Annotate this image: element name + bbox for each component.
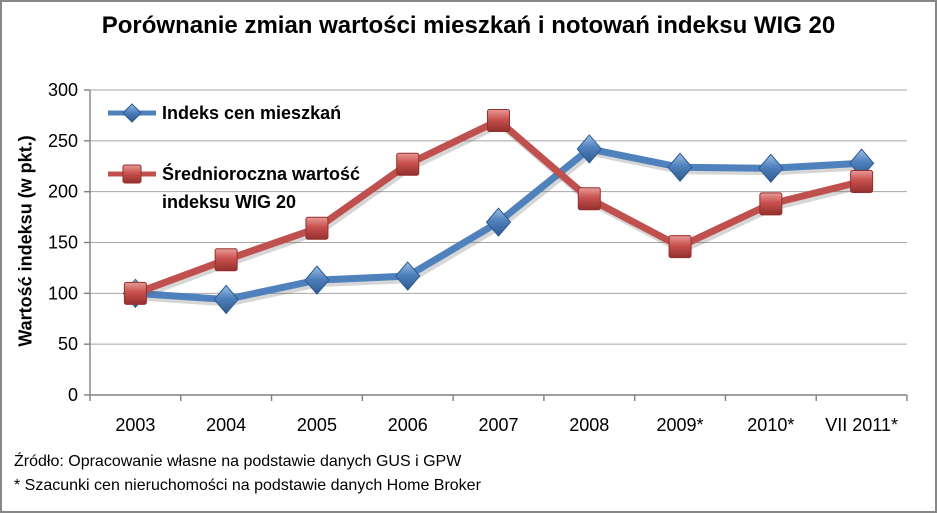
y-tick-label: 150	[48, 233, 78, 253]
y-tick-label: 50	[58, 334, 78, 354]
x-tick-label: 2004	[206, 415, 246, 435]
data-point-square	[123, 281, 147, 305]
y-tick-label: 200	[48, 182, 78, 202]
data-point-square	[850, 170, 874, 193]
legend-entry-indeks-cen-mieszkan: Indeks cen mieszkań	[106, 99, 341, 127]
data-point-square	[214, 248, 238, 272]
y-tick-label: 100	[48, 283, 78, 303]
x-tick-label: 2005	[297, 415, 337, 435]
x-tick-label: 2008	[569, 415, 609, 435]
x-tick-label: 2007	[478, 415, 518, 435]
data-point-square	[487, 109, 510, 132]
legend-marker-red-square-icon	[108, 164, 156, 184]
x-tick-label: 2006	[388, 415, 428, 435]
x-tick-label: 2009*	[657, 415, 704, 435]
data-point-diamond	[304, 265, 330, 295]
source-note: Źródło: Opracowanie własne na podstawie …	[14, 453, 462, 470]
x-tick-label: 2010*	[747, 415, 794, 435]
chart-title: Porównanie zmian wartości mieszkań i not…	[101, 12, 836, 39]
data-point-diamond	[576, 134, 602, 164]
y-tick-label: 250	[48, 131, 78, 151]
data-point-square	[396, 152, 420, 176]
legend-label-indeks-cen-mieszkan: Indeks cen mieszkań	[162, 103, 342, 123]
footnote: * Szacunki cen nieruchomości na podstawi…	[14, 477, 481, 494]
data-point-square	[305, 216, 329, 240]
y-tick-label: 0	[68, 385, 78, 405]
data-point-diamond	[395, 261, 421, 291]
data-point-square	[577, 187, 601, 211]
data-point-diamond	[758, 153, 784, 184]
y-tick-label: 300	[48, 80, 78, 100]
legend-label-wig20: Średnioroczna wartość indeksu WIG 20	[162, 164, 361, 212]
legend-marker-blue-diamond-icon	[108, 103, 156, 123]
legend-entry-wig20: Średnioroczna wartość indeksu WIG 20	[106, 160, 394, 216]
x-tick-label: 2003	[115, 415, 155, 435]
data-point-diamond	[667, 152, 693, 183]
data-point-square	[668, 235, 692, 259]
data-point-diamond	[485, 207, 512, 237]
data-point-square	[759, 192, 783, 216]
data-point-diamond	[213, 284, 239, 315]
x-tick-label: VII 2011*	[825, 415, 898, 435]
